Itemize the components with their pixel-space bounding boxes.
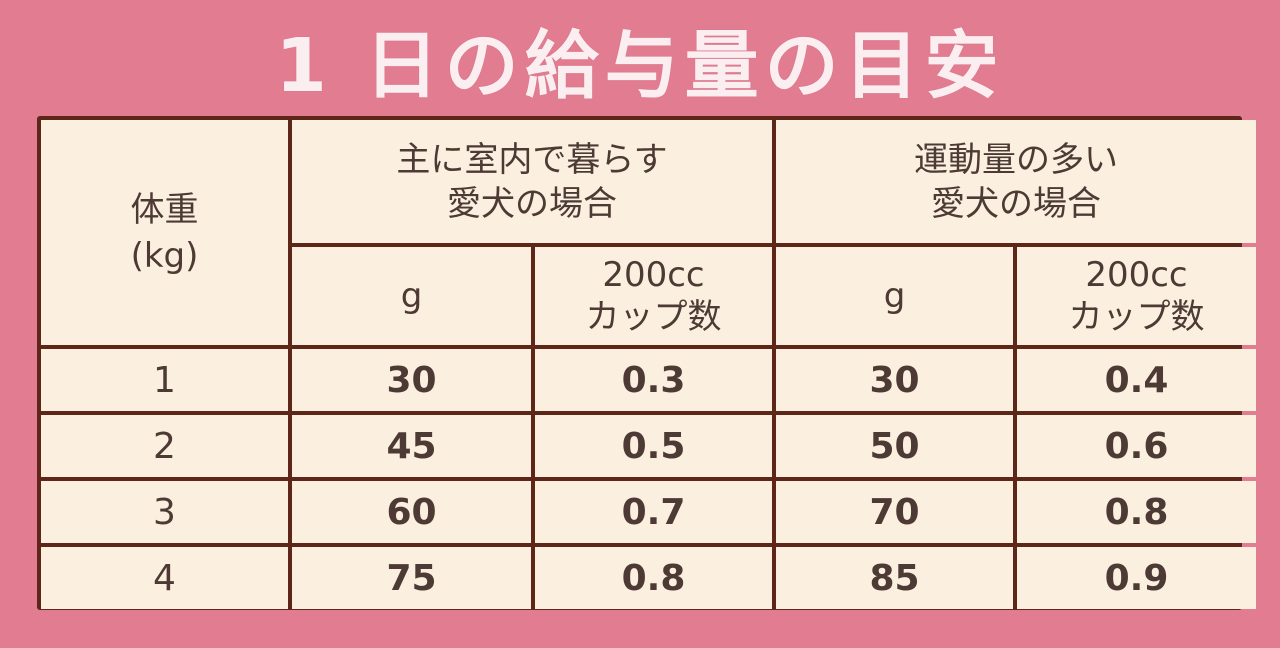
table-row-2-indoor-cups: 0.5: [535, 415, 772, 477]
header-active-grams-label: g: [883, 276, 906, 316]
header-active-cups-line2: カップ数: [1068, 297, 1205, 337]
feeding-table: 体重 (kg) 主に室内で暮らす 愛犬の場合 運動量の多い 愛犬の場合 g 20…: [37, 116, 1256, 610]
header-active-cups: 200cc カップ数: [1017, 247, 1256, 345]
page-title: 1 日の給与量の目安: [275, 23, 1005, 109]
table-row-4-weight: 4: [41, 547, 288, 609]
table-row-3-active-grams: 70: [776, 481, 1013, 543]
header-weight-unit: (kg): [130, 235, 199, 276]
table-row-3-indoor-grams: 60: [292, 481, 531, 543]
table-row-1-indoor-cups: 0.3: [535, 349, 772, 411]
header-active-line1: 運動量の多い: [914, 139, 1118, 180]
header-weight: 体重 (kg): [41, 120, 288, 345]
table-row-1-indoor-grams: 30: [292, 349, 531, 411]
header-active-grams: g: [776, 247, 1013, 345]
header-indoor-grams: g: [292, 247, 531, 345]
table-row-3-indoor-cups: 0.7: [535, 481, 772, 543]
table-row-4-active-grams: 85: [776, 547, 1013, 609]
header-indoor-cups: 200cc カップ数: [535, 247, 772, 345]
header-active-line2: 愛犬の場合: [931, 183, 1101, 224]
table-row-4-active-cups: 0.9: [1017, 547, 1256, 609]
header-weight-label: 体重: [130, 189, 199, 230]
table-row-2-indoor-grams: 45: [292, 415, 531, 477]
header-indoor-dog: 主に室内で暮らす 愛犬の場合: [292, 120, 772, 243]
header-active-dog: 運動量の多い 愛犬の場合: [776, 120, 1256, 243]
table-row-4-indoor-cups: 0.8: [535, 547, 772, 609]
header-indoor-line2: 愛犬の場合: [447, 183, 617, 224]
table-row-2-active-cups: 0.6: [1017, 415, 1256, 477]
table-row-2-active-grams: 50: [776, 415, 1013, 477]
header-indoor-cups-line1: 200cc: [602, 255, 705, 295]
table-row-1-active-grams: 30: [776, 349, 1013, 411]
table-row-1-weight: 1: [41, 349, 288, 411]
table-row-1-active-cups: 0.4: [1017, 349, 1256, 411]
table-row-2-weight: 2: [41, 415, 288, 477]
table-row-4-indoor-grams: 75: [292, 547, 531, 609]
header-active-cups-line1: 200cc: [1085, 255, 1188, 295]
header-indoor-line1: 主に室内で暮らす: [396, 139, 668, 180]
header-indoor-cups-line2: カップ数: [585, 297, 722, 337]
table-row-3-weight: 3: [41, 481, 288, 543]
table-row-3-active-cups: 0.8: [1017, 481, 1256, 543]
header-indoor-grams-label: g: [400, 276, 423, 316]
